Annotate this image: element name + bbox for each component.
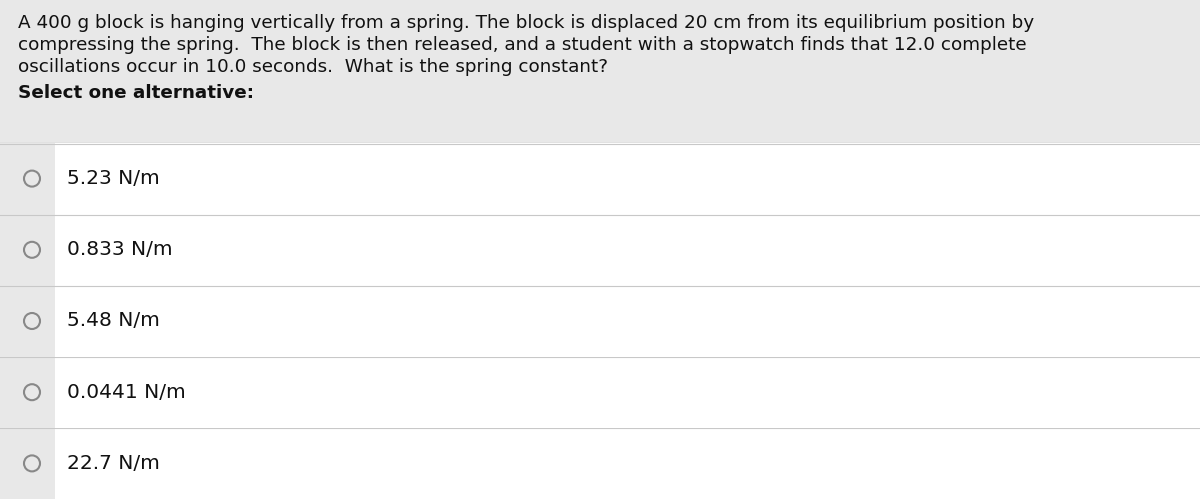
Text: 5.48 N/m: 5.48 N/m [67, 311, 160, 330]
Text: A 400 g block is hanging vertically from a spring. The block is displaced 20 cm : A 400 g block is hanging vertically from… [18, 14, 1034, 32]
FancyBboxPatch shape [0, 143, 1200, 214]
FancyBboxPatch shape [0, 428, 1200, 499]
Text: 22.7 N/m: 22.7 N/m [67, 454, 160, 473]
Text: oscillations occur in 10.0 seconds.  What is the spring constant?: oscillations occur in 10.0 seconds. What… [18, 58, 608, 76]
FancyBboxPatch shape [0, 285, 1200, 357]
FancyBboxPatch shape [0, 285, 55, 357]
FancyBboxPatch shape [0, 214, 55, 285]
Text: 0.0441 N/m: 0.0441 N/m [67, 383, 186, 402]
Text: 0.833 N/m: 0.833 N/m [67, 241, 173, 259]
FancyBboxPatch shape [0, 428, 55, 499]
Text: 5.23 N/m: 5.23 N/m [67, 169, 160, 188]
Text: Select one alternative:: Select one alternative: [18, 84, 254, 102]
FancyBboxPatch shape [0, 357, 55, 428]
FancyBboxPatch shape [0, 357, 1200, 428]
Text: compressing the spring.  The block is then released, and a student with a stopwa: compressing the spring. The block is the… [18, 36, 1027, 54]
FancyBboxPatch shape [0, 214, 1200, 285]
FancyBboxPatch shape [0, 143, 55, 214]
